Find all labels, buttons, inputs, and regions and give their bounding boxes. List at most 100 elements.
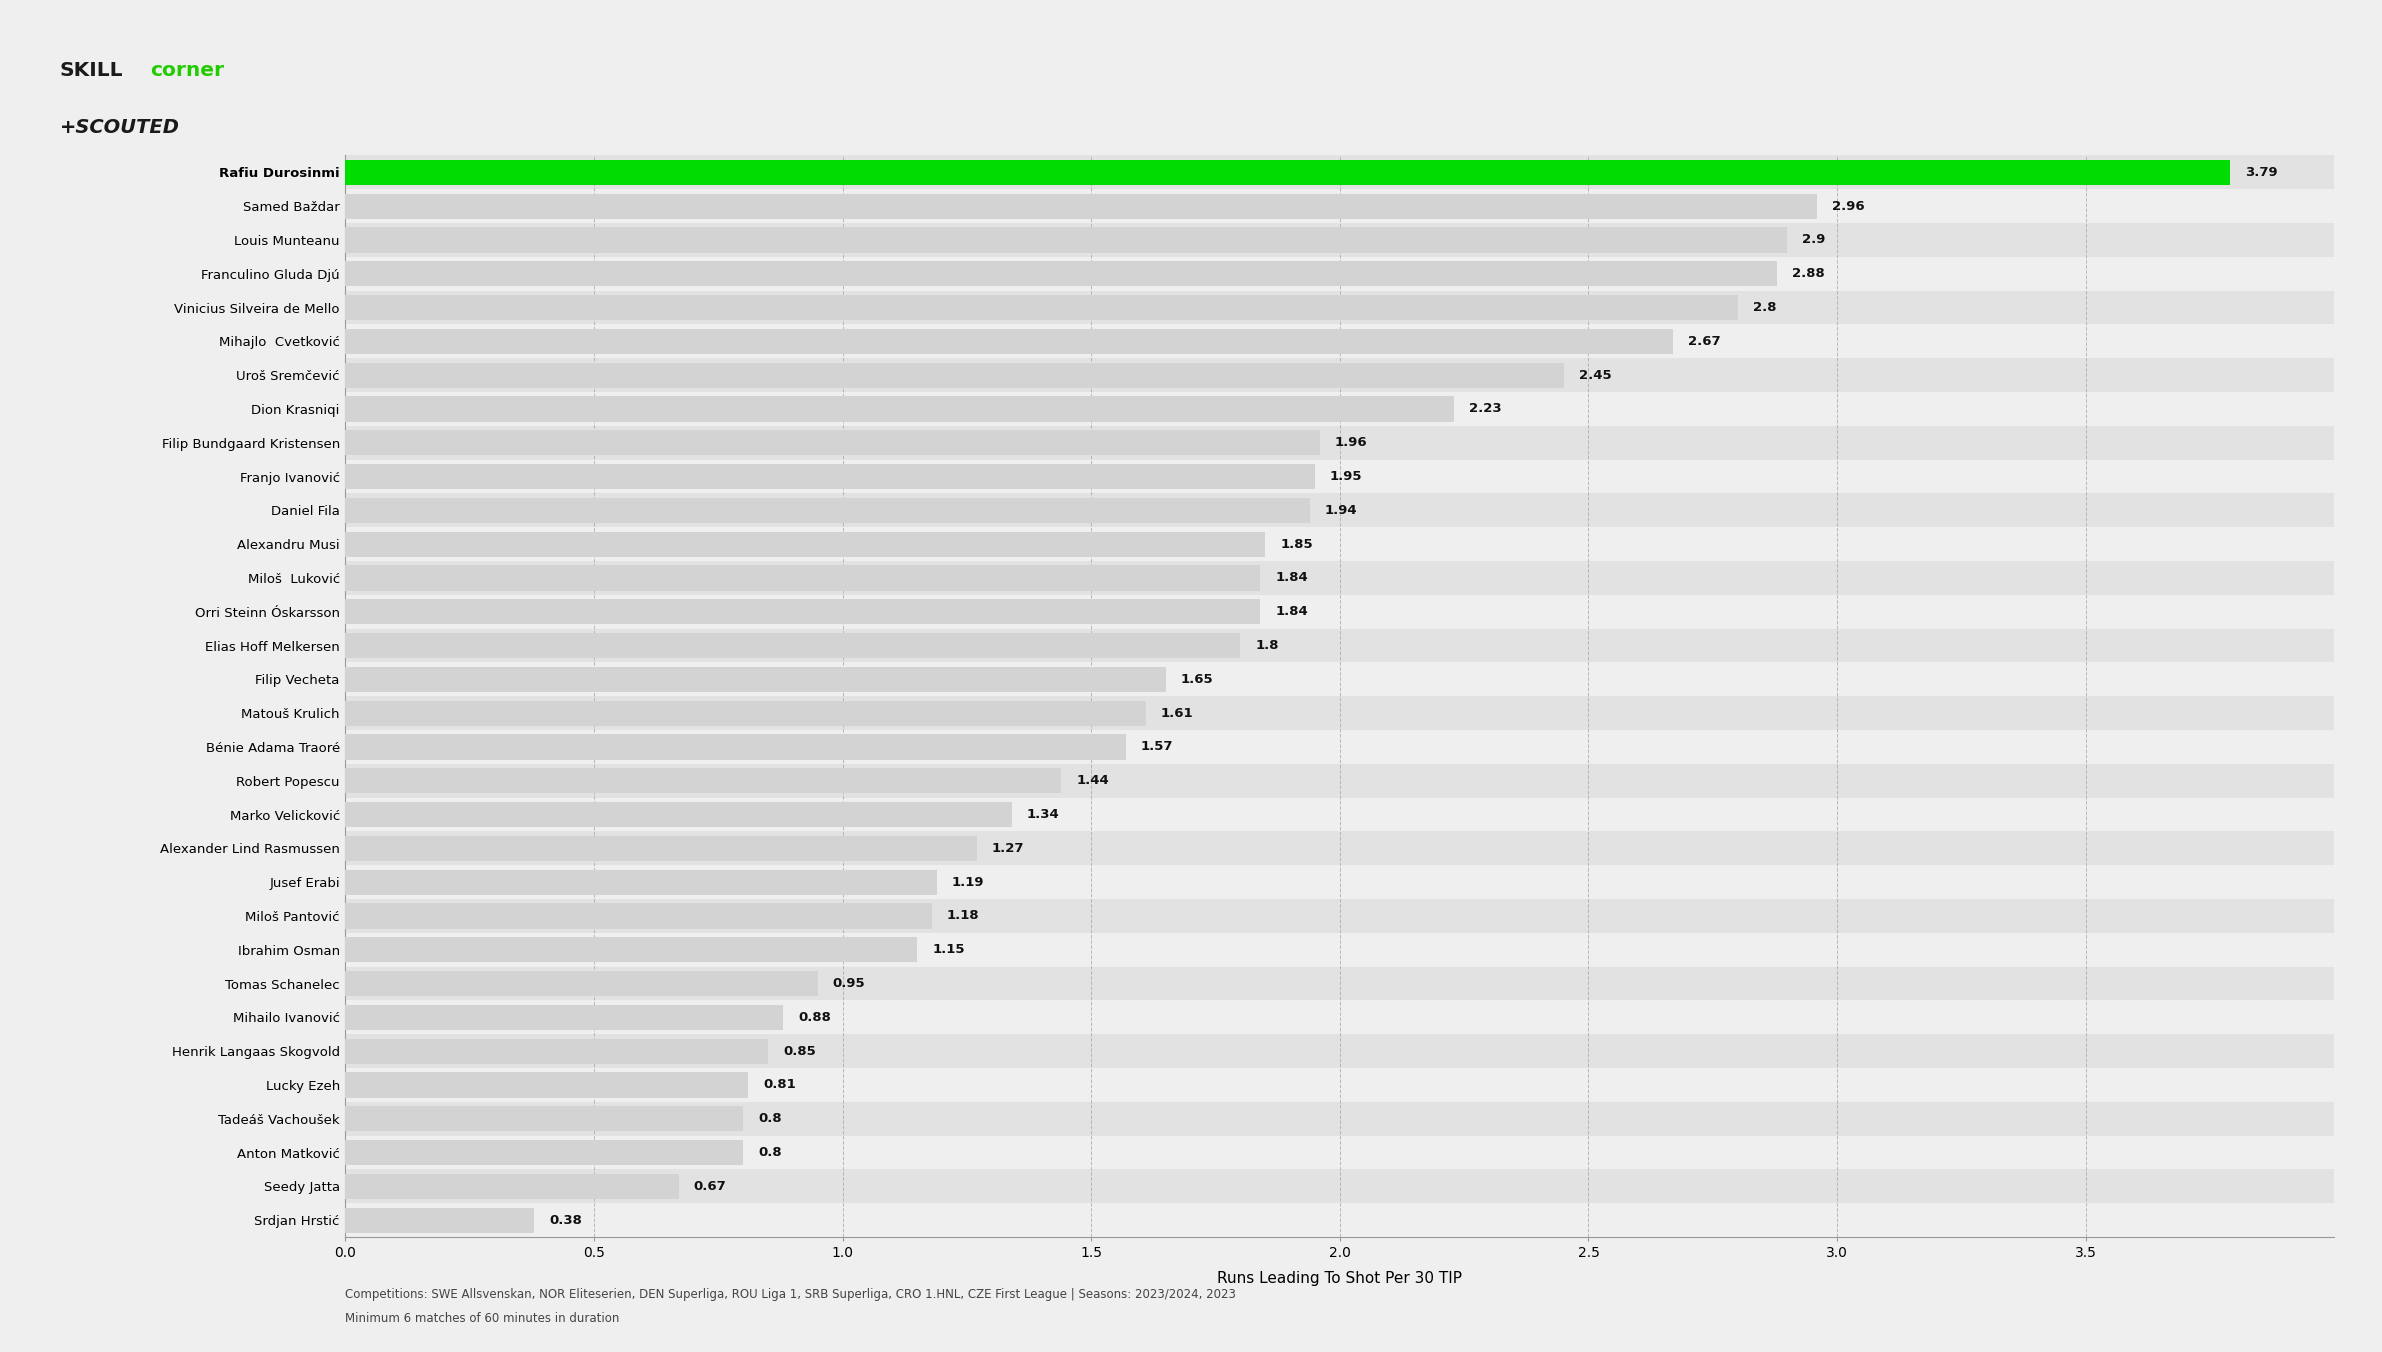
Bar <box>345 662 2334 696</box>
Text: 1.84: 1.84 <box>1274 572 1308 584</box>
Text: corner: corner <box>150 61 224 80</box>
Bar <box>345 1034 2334 1068</box>
Bar <box>345 527 2334 561</box>
Bar <box>345 531 1265 557</box>
Bar <box>345 802 1012 827</box>
Bar <box>345 798 2334 831</box>
Bar <box>345 595 2334 629</box>
Text: 1.96: 1.96 <box>1334 437 1367 449</box>
Text: 1.18: 1.18 <box>948 910 979 922</box>
Text: 1.44: 1.44 <box>1077 775 1110 787</box>
Bar <box>345 155 2334 189</box>
Bar <box>345 227 1786 253</box>
Bar <box>345 700 1146 726</box>
Bar <box>345 561 2334 595</box>
Text: 2.23: 2.23 <box>1470 403 1501 415</box>
Bar <box>345 1203 2334 1237</box>
Bar <box>345 426 2334 460</box>
Bar <box>345 396 1455 422</box>
Text: 0.8: 0.8 <box>757 1146 781 1159</box>
Bar <box>345 903 931 929</box>
Text: 1.85: 1.85 <box>1279 538 1312 550</box>
Text: 1.84: 1.84 <box>1274 606 1308 618</box>
Bar <box>345 836 977 861</box>
Bar <box>345 1136 2334 1169</box>
Bar <box>345 358 2334 392</box>
Bar <box>345 193 1817 219</box>
Bar <box>345 1068 2334 1102</box>
Text: 2.9: 2.9 <box>1803 234 1825 246</box>
Text: 0.38: 0.38 <box>550 1214 581 1226</box>
Bar <box>345 937 917 963</box>
Bar <box>345 329 1672 354</box>
Bar <box>345 392 2334 426</box>
Bar <box>345 768 1062 794</box>
Bar <box>345 1140 743 1165</box>
Text: 1.94: 1.94 <box>1324 504 1358 516</box>
Bar <box>345 1038 767 1064</box>
Bar <box>345 1174 679 1199</box>
Bar <box>345 295 1736 320</box>
Bar <box>345 430 1320 456</box>
Text: 2.67: 2.67 <box>1689 335 1720 347</box>
Bar <box>345 464 1315 489</box>
Bar <box>345 734 1127 760</box>
Bar <box>345 696 2334 730</box>
Bar <box>345 899 2334 933</box>
Bar <box>345 667 1165 692</box>
Bar <box>345 933 2334 967</box>
Bar <box>345 1005 784 1030</box>
Bar <box>345 291 2334 324</box>
Bar <box>345 831 2334 865</box>
Text: 2.96: 2.96 <box>1832 200 1865 212</box>
Text: Minimum 6 matches of 60 minutes in duration: Minimum 6 matches of 60 minutes in durat… <box>345 1311 619 1325</box>
Bar <box>345 160 2230 185</box>
Bar <box>345 362 1563 388</box>
Bar <box>345 599 1260 625</box>
Text: 0.88: 0.88 <box>798 1011 831 1023</box>
Bar <box>345 1000 2334 1034</box>
Bar <box>345 565 1260 591</box>
Text: 1.65: 1.65 <box>1181 673 1212 685</box>
Bar <box>345 1169 2334 1203</box>
Bar <box>345 865 2334 899</box>
Text: +SCOUTED: +SCOUTED <box>60 118 179 137</box>
Bar <box>345 1106 743 1132</box>
Bar <box>345 967 2334 1000</box>
Text: 1.95: 1.95 <box>1329 470 1363 483</box>
Text: 2.45: 2.45 <box>1579 369 1610 381</box>
Bar <box>345 629 2334 662</box>
Text: 3.79: 3.79 <box>2244 166 2277 178</box>
Text: 1.27: 1.27 <box>991 842 1024 854</box>
Text: 1.19: 1.19 <box>953 876 984 888</box>
Text: 2.88: 2.88 <box>1791 268 1825 280</box>
Bar <box>345 633 1241 658</box>
Bar <box>345 1072 748 1098</box>
Text: 1.34: 1.34 <box>1027 808 1060 821</box>
Text: 1.15: 1.15 <box>931 944 965 956</box>
Text: 1.8: 1.8 <box>1255 639 1279 652</box>
Bar <box>345 261 1777 287</box>
Text: SKILL: SKILL <box>60 61 124 80</box>
Bar <box>345 971 817 996</box>
Text: 1.61: 1.61 <box>1160 707 1193 719</box>
Bar <box>345 730 2334 764</box>
Bar <box>345 869 936 895</box>
Bar <box>345 764 2334 798</box>
Text: 2.8: 2.8 <box>1753 301 1777 314</box>
Text: 1.57: 1.57 <box>1141 741 1174 753</box>
Bar <box>345 1207 534 1233</box>
Bar <box>345 257 2334 291</box>
Text: 0.81: 0.81 <box>762 1079 796 1091</box>
Text: Competitions: SWE Allsvenskan, NOR Eliteserien, DEN Superliga, ROU Liga 1, SRB S: Competitions: SWE Allsvenskan, NOR Elite… <box>345 1287 1236 1301</box>
Bar <box>345 493 2334 527</box>
Bar <box>345 1102 2334 1136</box>
Bar <box>345 498 1310 523</box>
Text: 0.67: 0.67 <box>693 1180 727 1192</box>
Bar <box>345 324 2334 358</box>
Bar <box>345 460 2334 493</box>
Text: 0.8: 0.8 <box>757 1113 781 1125</box>
Bar <box>345 189 2334 223</box>
X-axis label: Runs Leading To Shot Per 30 TIP: Runs Leading To Shot Per 30 TIP <box>1217 1271 1463 1286</box>
Text: 0.95: 0.95 <box>834 977 865 990</box>
